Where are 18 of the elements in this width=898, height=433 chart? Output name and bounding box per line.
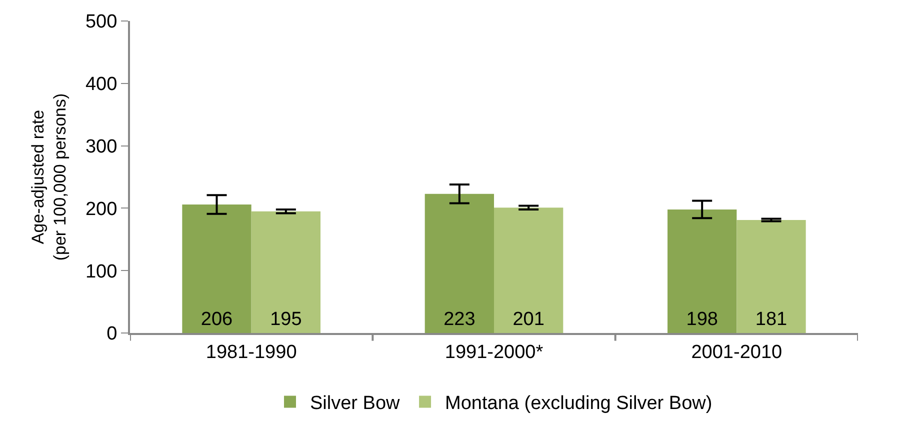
data-label: 201 [512,309,544,330]
legend-label: Silver Bow [310,393,400,414]
data-label: 198 [686,309,718,330]
x-tick-label: 1991-2000* [444,342,544,363]
legend-label: Montana (excluding Silver Bow) [445,393,712,414]
data-label: 181 [755,309,788,330]
data-label: 195 [270,309,302,330]
y-tick-label: 300 [85,136,118,158]
y-tick-label: 400 [85,74,118,96]
x-tick-label: 1981-1990 [206,342,297,363]
y-tick-label: 100 [85,261,118,282]
data-label: 206 [200,309,233,330]
y-tick-label: 0 [106,324,118,345]
x-tick-label: 2001-2010 [691,342,782,363]
data-label: 223 [444,309,476,330]
y-tick-label: 200 [85,198,118,220]
y-tick-label: 500 [85,12,118,33]
y-axis-title: Age-adjusted rate (per 100,000 persons) [28,93,70,261]
